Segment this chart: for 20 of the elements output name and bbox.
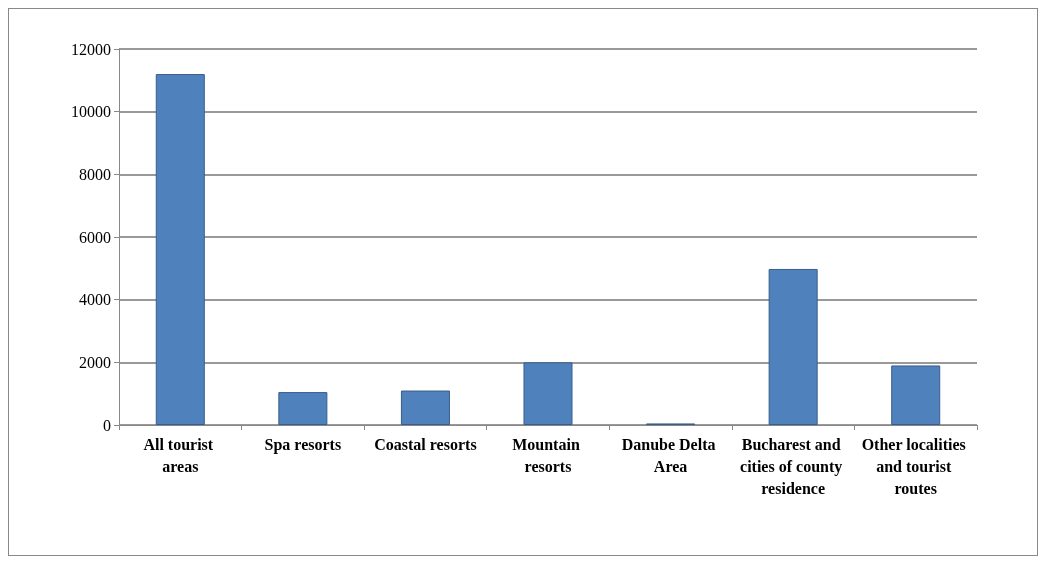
x-tick-label: Bucharest and cities of county residence [740,435,847,497]
y-tick-label: 8000 [79,165,111,183]
y-tick-label: 2000 [79,353,111,371]
bar [768,268,818,425]
x-tick-label: Coastal resorts [374,435,477,453]
y-tick-label: 12000 [71,40,111,58]
bar [523,362,573,425]
y-tick-label: 4000 [79,291,111,309]
y-tick-label: 0 [103,416,111,434]
y-tick-label: 6000 [79,228,111,246]
x-tick-label: Mountain resorts [512,435,584,475]
y-tick-label: 10000 [71,103,111,121]
bar [278,392,328,425]
bar [400,390,450,425]
bar [155,74,205,425]
x-tick-label: Other localities and tourist routes [861,435,970,497]
x-tick-label: Danube Delta Area [621,435,720,475]
x-tick-label: Spa resorts [264,435,342,454]
x-tick-label: All tourist areas [143,435,218,475]
bar [891,365,941,425]
